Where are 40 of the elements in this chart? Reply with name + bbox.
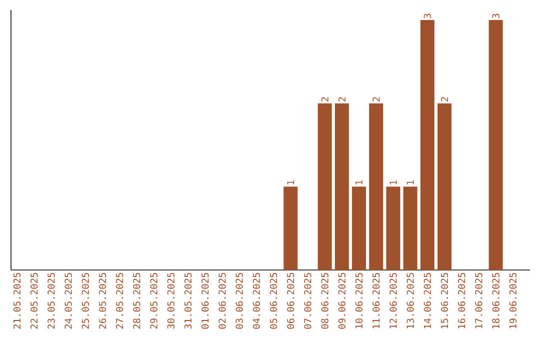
x-tick-label: 21.05.2025: [13, 272, 21, 329]
data-label: 1: [287, 180, 294, 184]
x-tick-label: 25.05.2025: [82, 272, 89, 329]
x-tick-label: 28.05.2025: [133, 272, 140, 329]
x-tick-label: 10.06.2025: [355, 272, 363, 328]
x-tick-label: 18.06.2025: [492, 272, 500, 328]
x-tick-label: 13.06.2025: [406, 272, 414, 328]
data-label: 2: [321, 97, 328, 102]
data-label: 1: [406, 180, 414, 184]
x-tick-label: 30.05.2025: [167, 272, 174, 329]
x-tick-label: 03.06.2025: [236, 272, 243, 329]
x-tick-label: 27.05.2025: [116, 272, 124, 329]
x-tick-label: 16.06.2025: [458, 272, 466, 328]
x-tick-label: 14.06.2025: [424, 272, 431, 328]
data-label: 2: [372, 97, 380, 102]
data-label: 2: [440, 97, 448, 102]
x-tick-label: 15.06.2025: [440, 272, 448, 328]
data-label: 1: [390, 180, 397, 184]
x-tick-label: 08.06.2025: [321, 272, 328, 329]
x-tick-label: 04.06.2025: [252, 272, 260, 329]
data-label: 2: [338, 97, 346, 102]
x-tick-label: 17.06.2025: [475, 272, 482, 328]
x-tick-label: 29.05.2025: [150, 272, 158, 329]
x-tick-label: 09.06.2025: [338, 272, 346, 329]
x-tick-label: 11.06.2025: [372, 272, 380, 328]
x-tick-label: 02.06.2025: [218, 272, 226, 329]
x-tick-label: 06.06.2025: [287, 272, 294, 329]
data-label: 3: [424, 14, 431, 18]
data-label: 1: [356, 180, 362, 184]
x-tick-label: 22.05.2025: [30, 272, 38, 329]
x-tick-label: 24.05.2025: [64, 272, 72, 329]
x-tick-label: 01.06.2025: [202, 272, 209, 329]
x-tick-label: 31.05.2025: [184, 272, 192, 329]
data-label: 3: [492, 14, 500, 18]
x-tick-label: 19.06.2025: [509, 272, 517, 328]
x-tick-label: 05.06.2025: [270, 272, 278, 329]
x-tick-label: 07.06.2025: [304, 272, 312, 329]
x-tick-label: 23.05.2025: [48, 272, 55, 329]
x-tick-label: 26.05.2025: [98, 272, 106, 329]
x-tick-label: 12.06.2025: [390, 272, 397, 328]
